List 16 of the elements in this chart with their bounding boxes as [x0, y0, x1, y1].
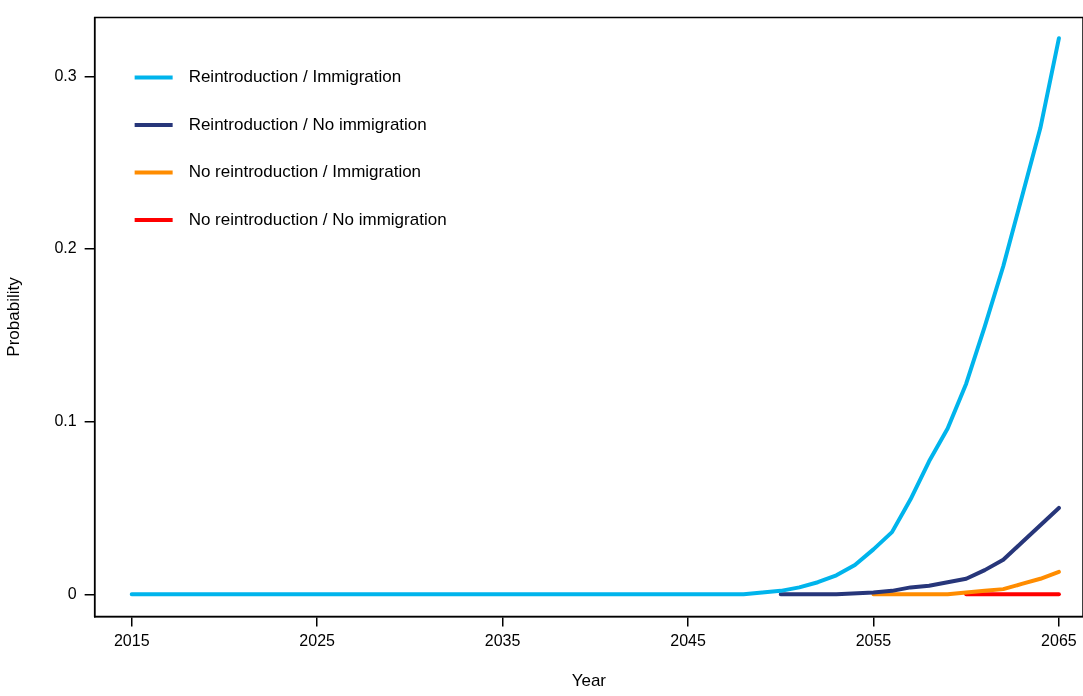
x-tick-label: 2065 [1041, 632, 1077, 650]
x-tick-label: 2015 [113, 632, 150, 650]
y-tick-label: 0.3 [54, 66, 77, 84]
y-tick-label: 0 [67, 584, 77, 602]
x-tick-label: 2025 [299, 632, 336, 650]
legend-label: Reintroduction / No immigration [188, 114, 427, 134]
legend-label: No reintroduction / No immigration [188, 209, 447, 229]
x-tick-label: 2045 [670, 632, 706, 650]
legend-label: No reintroduction / Immigration [188, 162, 422, 182]
y-axis-title: Probability [3, 276, 23, 357]
legend-label: Reintroduction / Immigration [188, 67, 402, 87]
x-axis-title: Year [571, 671, 607, 691]
y-tick-label: 0.2 [54, 239, 77, 257]
x-tick-label: 2035 [484, 632, 521, 650]
x-tick-label: 2055 [855, 632, 892, 650]
y-tick-label: 0.1 [54, 412, 77, 430]
